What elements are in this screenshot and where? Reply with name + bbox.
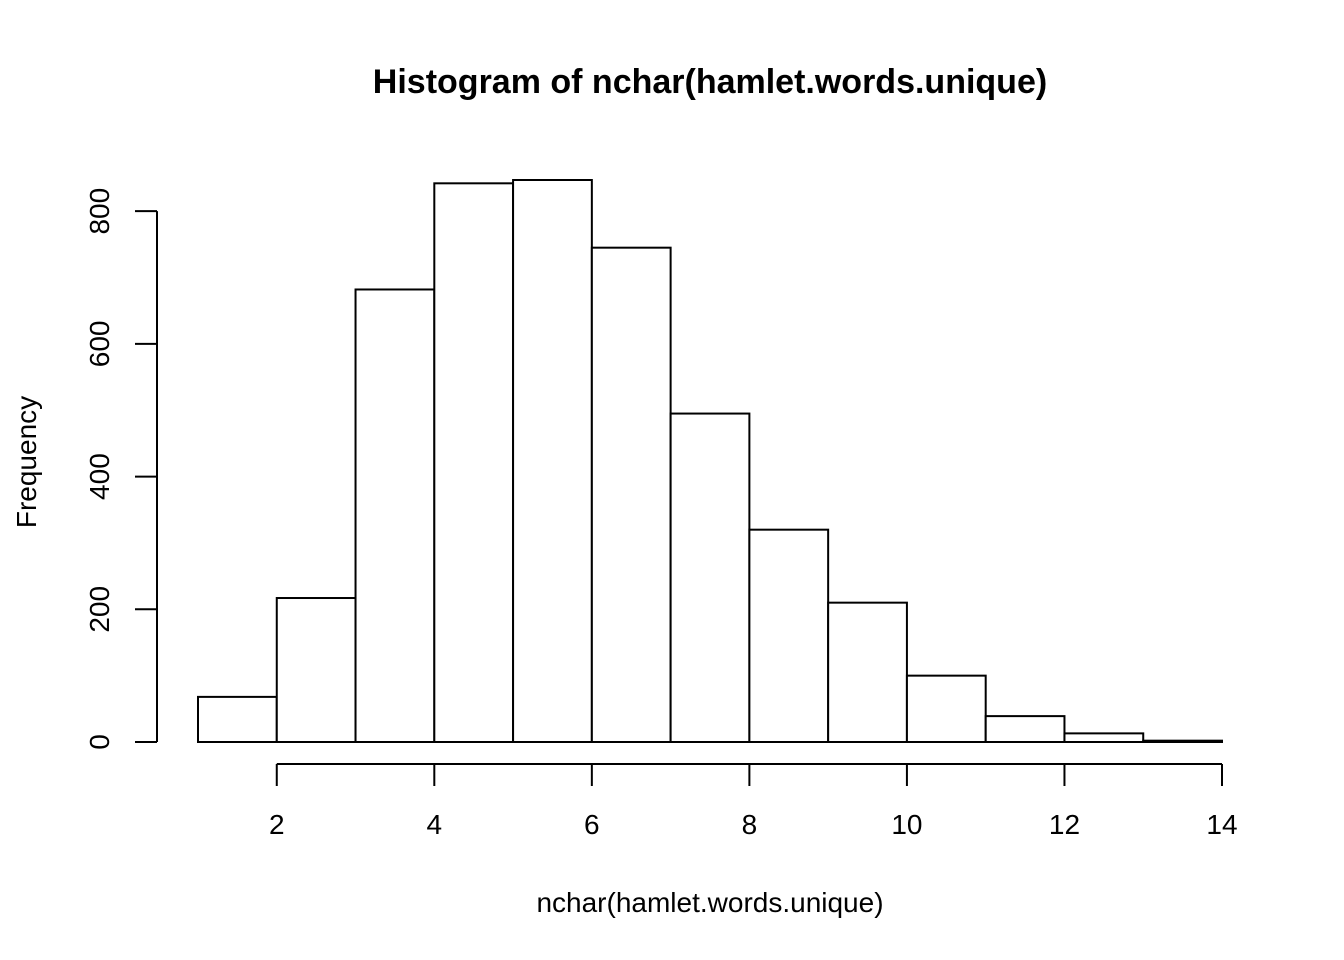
histogram-bar-7 bbox=[748, 528, 830, 743]
x-tick-label-12: 12 bbox=[1049, 809, 1080, 840]
histogram-bar-2 bbox=[354, 288, 436, 743]
chart-title: Histogram of nchar(hamlet.words.unique) bbox=[373, 63, 1047, 101]
y-axis-label: Frequency bbox=[11, 396, 42, 528]
x-tick-label-4: 4 bbox=[427, 809, 443, 840]
x-tick-label-2: 2 bbox=[269, 809, 285, 840]
x-tick-label-14: 14 bbox=[1206, 809, 1237, 840]
y-tick-label-0: 0 bbox=[84, 734, 115, 750]
y-tick-label-600: 600 bbox=[84, 321, 115, 368]
histogram-bar-10 bbox=[984, 715, 1066, 744]
y-tick-label-800: 800 bbox=[84, 188, 115, 235]
bars-group bbox=[197, 179, 1223, 744]
x-axis-label: nchar(hamlet.words.unique) bbox=[536, 887, 883, 918]
y-axis: 0 200 400 600 800 bbox=[84, 188, 158, 750]
x-tick-label-6: 6 bbox=[584, 809, 600, 840]
x-tick-label-10: 10 bbox=[891, 809, 922, 840]
histogram-bar-0 bbox=[197, 695, 278, 743]
y-tick-label-200: 200 bbox=[84, 586, 115, 633]
histogram-bar-6 bbox=[669, 412, 751, 743]
histogram-bar-12 bbox=[1142, 739, 1223, 744]
histogram-bar-11 bbox=[1063, 732, 1145, 744]
histogram-bar-8 bbox=[827, 601, 908, 743]
histogram-bar-3 bbox=[433, 182, 515, 744]
histogram-bar-1 bbox=[275, 597, 357, 744]
histogram-bar-9 bbox=[905, 674, 987, 744]
x-axis: 2 4 6 8 10 12 14 bbox=[269, 763, 1238, 840]
histogram-bar-5 bbox=[590, 246, 672, 743]
histogram-bar-4 bbox=[512, 179, 593, 743]
x-tick-label-8: 8 bbox=[742, 809, 758, 840]
y-tick-label-400: 400 bbox=[84, 453, 115, 500]
